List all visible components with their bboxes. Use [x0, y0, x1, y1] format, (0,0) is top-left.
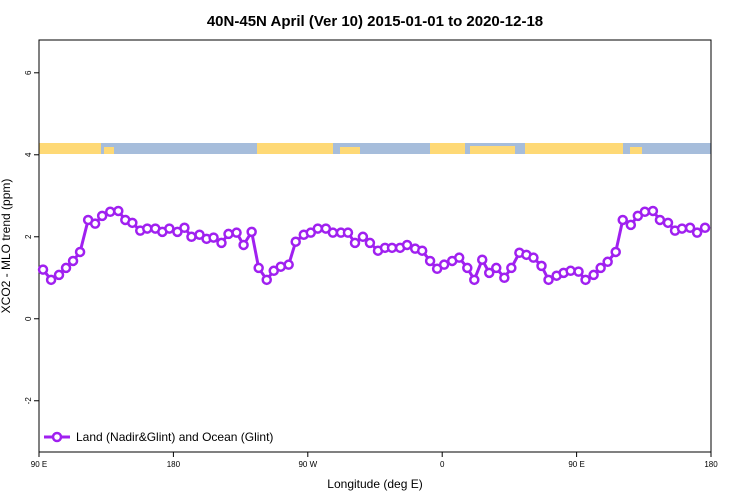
data-point: [357, 231, 369, 243]
data-point: [96, 210, 108, 222]
y-axis-label: XCO2 - MLO trend (ppm): [0, 179, 13, 314]
data-point: [654, 214, 666, 226]
data-point: [483, 267, 495, 279]
data-point: [617, 214, 628, 226]
x-tick-label: 180: [704, 460, 718, 469]
data-point: [113, 205, 124, 217]
data-point: [684, 222, 696, 234]
data-point: [283, 259, 294, 270]
data-point: [476, 254, 488, 265]
data-point: [290, 236, 301, 247]
x-tick-label: 180: [167, 460, 181, 469]
data-point: [164, 223, 175, 234]
x-axis-label: Longitude (deg E): [327, 477, 422, 491]
data-point: [312, 223, 324, 234]
x-tick-label: 90 W: [298, 460, 317, 469]
data-point: [699, 222, 711, 234]
legend-item: Land (Nadir&Glint) and Ocean (Glint): [44, 430, 273, 444]
ocean-strip: [39, 143, 711, 154]
data-point: [231, 227, 242, 238]
data-point: [142, 223, 153, 234]
data-point: [349, 237, 361, 249]
data-point: [595, 262, 606, 274]
x-tick-label: 90 E: [568, 460, 584, 469]
x-tick-label: 0: [440, 460, 445, 469]
data-point: [208, 232, 219, 243]
data-point: [364, 237, 376, 249]
data-point: [573, 266, 584, 277]
data-point: [588, 269, 599, 281]
data-point: [610, 246, 621, 258]
data-point: [462, 262, 473, 274]
data-point: [469, 274, 480, 286]
x-tick-label: 90 E: [31, 460, 47, 469]
data-point: [491, 262, 502, 274]
land-strip: [470, 146, 515, 154]
land-strip: [104, 147, 114, 154]
data-point: [74, 246, 86, 258]
data-point: [223, 228, 234, 240]
land-mask: [39, 143, 711, 154]
legend-label: Land (Nadir&Glint) and Ocean (Glint): [76, 430, 273, 444]
land-strip: [525, 143, 623, 154]
legend-marker: [51, 431, 63, 443]
data-point: [37, 264, 49, 275]
data-point: [104, 206, 116, 218]
data-point: [543, 274, 554, 286]
data-point: [528, 252, 539, 263]
y-tick-label: 0: [24, 316, 33, 321]
y-tick-label: 4: [24, 152, 33, 157]
data-point: [67, 255, 79, 267]
data-point: [327, 227, 339, 238]
data-point: [261, 274, 272, 286]
data-point: [691, 227, 703, 238]
land-strip: [257, 143, 333, 154]
data-point: [662, 217, 674, 229]
data-point: [499, 272, 510, 284]
data-point: [45, 274, 57, 286]
land-strip: [630, 147, 642, 154]
data-point: [60, 262, 72, 274]
data-point: [238, 239, 249, 251]
data-point: [639, 206, 651, 218]
data-point: [127, 217, 138, 229]
data-point: [216, 237, 227, 249]
data-point: [536, 260, 547, 272]
data-point: [647, 205, 659, 217]
data-point: [386, 242, 398, 254]
land-strip: [430, 143, 465, 154]
data-point: [416, 245, 428, 256]
data-point: [676, 223, 688, 234]
data-point: [438, 259, 450, 270]
data-point: [342, 227, 354, 238]
data-point: [625, 219, 637, 231]
data-point: [506, 262, 517, 274]
chart-title: 40N-45N April (Ver 10) 2015-01-01 to 202…: [207, 13, 543, 30]
y-tick-label: 2: [24, 234, 33, 239]
data-point: [580, 274, 591, 286]
y-tick-label: 6: [24, 70, 33, 75]
land-strip: [39, 143, 101, 154]
data-point: [424, 255, 436, 267]
data-point: [89, 218, 101, 229]
data-point: [401, 239, 413, 251]
plot-frame: [38, 39, 712, 453]
data-point: [253, 262, 264, 274]
data-point: [602, 256, 613, 268]
data-point: [453, 252, 465, 263]
land-strip: [340, 147, 360, 154]
data-point: [53, 269, 65, 281]
data-point: [246, 226, 257, 238]
data-point: [186, 231, 197, 243]
data-point: [179, 222, 190, 234]
y-tick-label: -2: [24, 397, 33, 405]
